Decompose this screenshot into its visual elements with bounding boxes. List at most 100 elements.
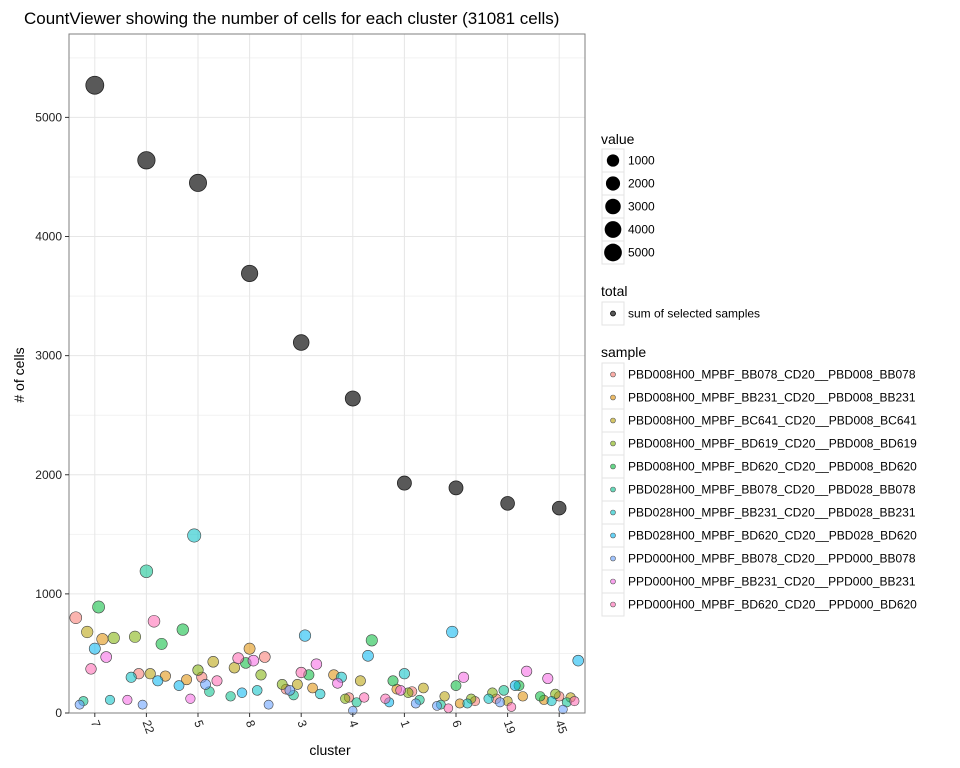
legend-size-label: 4000 xyxy=(628,223,655,237)
y-tick-label: 3000 xyxy=(35,349,62,363)
sample-point xyxy=(298,629,312,642)
legend-size-label: 5000 xyxy=(628,246,655,260)
sample-point xyxy=(446,625,459,639)
sample-point xyxy=(483,693,494,704)
legend-sample-label: PBD008H00_MPBF_BD619_CD20__PBD008_BD619 xyxy=(628,437,917,451)
sample-point xyxy=(498,685,510,696)
total-point xyxy=(241,264,259,283)
sample-point xyxy=(418,682,429,694)
total-point xyxy=(292,334,310,351)
sample-point xyxy=(351,697,362,708)
legend-sample-swatch xyxy=(610,417,616,424)
y-tick-label: 0 xyxy=(55,706,62,720)
sample-point xyxy=(232,652,244,664)
sample-point xyxy=(359,692,370,703)
sample-point xyxy=(200,679,211,690)
sample-point xyxy=(506,702,517,712)
total-point xyxy=(137,151,156,170)
sample-point xyxy=(128,630,142,643)
legend-size-swatch xyxy=(604,221,622,238)
sample-point xyxy=(107,631,120,644)
legend: value 1000 2000 3000 4000 5000 total sum of … xyxy=(601,131,917,617)
sample-point xyxy=(450,680,462,691)
legend-size-swatch xyxy=(605,176,621,191)
legend-sample-label: PPD000H00_MPBF_BB231_CD20__PPD000_BB231 xyxy=(628,575,916,589)
legend-total-keys: sum of selected samples xyxy=(601,301,760,326)
sample-point xyxy=(332,677,343,689)
sample-point xyxy=(181,674,193,686)
sample-point xyxy=(139,564,154,578)
total-point xyxy=(551,500,567,516)
y-tick-label: 1000 xyxy=(35,587,62,601)
legend-sample-swatch xyxy=(610,394,616,401)
legend-sample-keys: PBD008H00_MPBF_BB078_CD20__PBD008_BB078 P… xyxy=(601,362,917,617)
sample-point xyxy=(81,625,94,639)
sample-point xyxy=(569,696,580,707)
x-tick-label: 22 xyxy=(140,718,158,736)
legend-size-keys: 1000 2000 3000 4000 5000 xyxy=(601,148,655,265)
legend-total-label: sum of selected samples xyxy=(628,307,760,321)
sample-point xyxy=(243,642,256,655)
sample-point xyxy=(259,651,271,663)
plot-border xyxy=(68,33,586,714)
sample-point xyxy=(517,691,528,702)
x-axis-label: cluster xyxy=(309,742,351,758)
sample-point xyxy=(509,680,521,691)
legend-size-swatch xyxy=(606,154,620,167)
sample-point xyxy=(96,633,109,646)
total-point xyxy=(189,173,207,192)
sample-point xyxy=(74,699,85,710)
legend-size-label: 2000 xyxy=(628,177,655,191)
sample-point xyxy=(395,685,406,696)
x-tick-label: 4 xyxy=(346,718,362,729)
total-point xyxy=(448,480,464,496)
sample-point xyxy=(398,668,410,680)
sample-point xyxy=(144,668,156,680)
sample-point xyxy=(292,679,303,690)
legend-size-title: value xyxy=(601,131,635,147)
sample-point xyxy=(85,663,97,675)
sample-point xyxy=(307,682,318,694)
sample-point xyxy=(125,671,137,683)
sample-point xyxy=(100,651,112,663)
sample-point xyxy=(380,693,391,704)
y-tick-label: 2000 xyxy=(35,468,62,482)
sample-point xyxy=(572,654,584,667)
sample-point xyxy=(542,672,554,684)
legend-sample-label: PPD000H00_MPBF_BB078_CD20__PPD000_BB078 xyxy=(628,552,916,566)
sample-point xyxy=(152,675,164,687)
chart-title: CountViewer showing the number of cells … xyxy=(24,9,559,28)
legend-sample-title: sample xyxy=(601,344,646,360)
legend-sample-swatch xyxy=(610,463,616,470)
y-tick-label: 5000 xyxy=(35,110,62,124)
sample-point xyxy=(247,654,260,667)
sample-point xyxy=(365,634,378,647)
x-axis: 7 22 5 8 3 4 1 6 19 45 xyxy=(88,713,570,736)
sample-point xyxy=(104,694,116,705)
legend-sample-swatch xyxy=(610,509,616,516)
legend-size-swatch xyxy=(604,243,622,262)
x-tick-label: 45 xyxy=(552,718,570,736)
x-tick-label: 5 xyxy=(191,718,207,729)
sample-point xyxy=(263,699,274,710)
plot-background xyxy=(69,34,585,713)
sample-point xyxy=(251,685,263,696)
sample-point xyxy=(295,666,307,679)
sample-point xyxy=(495,697,505,708)
legend-sample-label: PBD008H00_MPBF_BD620_CD20__PBD008_BD620 xyxy=(628,460,917,474)
sample-point xyxy=(432,701,442,711)
legend-size-swatch xyxy=(605,198,621,215)
sample-point xyxy=(228,662,241,674)
sample-point xyxy=(340,693,351,704)
legend-sample-swatch xyxy=(610,601,616,608)
legend-total-title: total xyxy=(601,283,627,299)
sample-point xyxy=(192,664,204,676)
sample-point xyxy=(354,675,366,687)
sample-point xyxy=(458,671,470,683)
legend-sample-swatch xyxy=(610,555,616,562)
sample-point xyxy=(147,615,161,628)
legend-sample-swatch xyxy=(610,578,616,585)
sample-point xyxy=(521,665,533,677)
total-point xyxy=(344,390,361,407)
